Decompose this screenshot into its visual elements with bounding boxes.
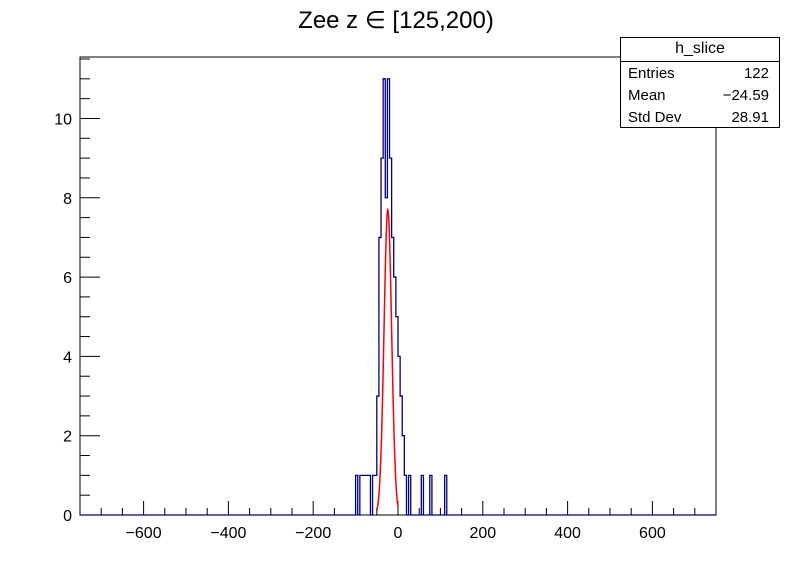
stats-box-title: h_slice <box>621 38 779 62</box>
x-tick-label: −200 <box>295 525 331 542</box>
histogram-bin <box>362 475 364 515</box>
stats-label: Std Dev <box>628 109 682 126</box>
y-axis: 0 2 4 6 8 10 <box>54 58 100 525</box>
stats-label: Mean <box>628 87 666 104</box>
stats-box: h_slice Entries 122 Mean −24.59 Std Dev … <box>620 37 780 128</box>
histogram-bin <box>366 475 368 515</box>
chart-title: Zee z ∈ [125,200) <box>298 7 494 34</box>
x-tick-label: 600 <box>639 525 666 542</box>
x-axis: −600 −400 −200 0 200 400 600 <box>100 501 696 542</box>
y-tick-label: 0 <box>63 508 72 525</box>
stats-label: Entries <box>628 65 675 82</box>
stats-value: 122 <box>743 65 769 82</box>
x-tick-label: 400 <box>554 525 581 542</box>
stats-value: 28.91 <box>731 109 769 126</box>
y-tick-label: 8 <box>63 191 72 208</box>
x-tick-label: −600 <box>126 525 162 542</box>
stats-row-entries: Entries 122 <box>621 62 779 84</box>
series-layer <box>80 78 716 516</box>
histogram-series <box>80 78 716 516</box>
gaussian-fit-curve <box>376 207 399 511</box>
y-tick-label: 6 <box>63 270 72 287</box>
x-tick-label: −400 <box>210 525 246 542</box>
y-tick-label: 4 <box>63 349 72 366</box>
y-tick-label: 2 <box>63 429 72 446</box>
y-tick-label: 10 <box>54 111 72 128</box>
histogram-bin <box>364 475 366 515</box>
stats-value: −24.59 <box>722 87 769 104</box>
x-tick-label: 0 <box>394 525 403 542</box>
stats-row-stddev: Std Dev 28.91 <box>621 106 779 128</box>
x-tick-label: 200 <box>469 525 496 542</box>
stats-row-mean: Mean −24.59 <box>621 84 779 106</box>
